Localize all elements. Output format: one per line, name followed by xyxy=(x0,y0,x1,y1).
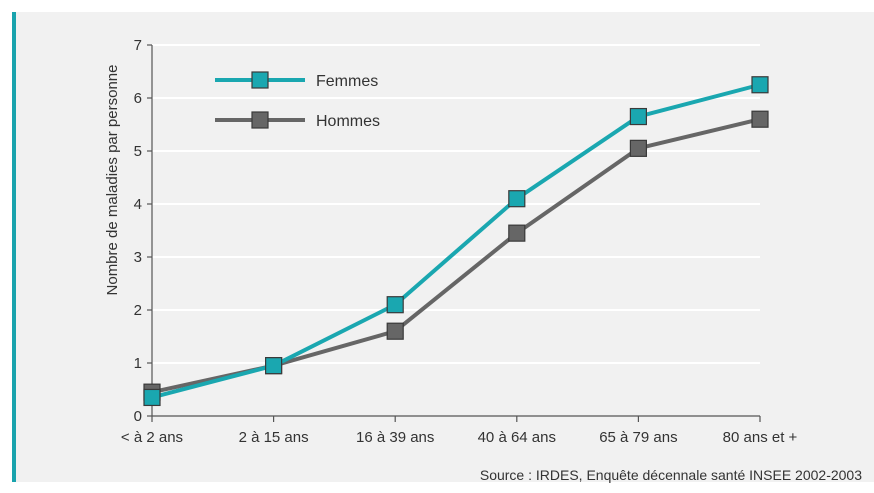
data-point-marker xyxy=(265,357,283,375)
x-tick-label: 65 à 79 ans xyxy=(599,429,677,446)
data-point-marker xyxy=(143,388,161,407)
y-tick-label: 2 xyxy=(134,302,142,319)
data-point-marker xyxy=(751,110,769,128)
series-line xyxy=(151,117,761,395)
legend-swatch-marker xyxy=(251,71,269,89)
series-femmes xyxy=(143,76,769,407)
data-point-marker xyxy=(386,296,404,314)
x-tick-label: < à 2 ans xyxy=(121,429,183,446)
legend: Femmes Hommes xyxy=(215,71,380,130)
y-tick-label: 4 xyxy=(134,196,142,213)
legend-swatch-marker xyxy=(251,111,269,129)
y-tick-label: 0 xyxy=(134,408,142,425)
y-tick-label: 6 xyxy=(134,90,142,107)
source-note: Source : IRDES, Enquête décennale santé … xyxy=(480,467,862,483)
grid xyxy=(152,44,760,364)
y-tick-label: 5 xyxy=(134,143,142,160)
legend-item-femmes: Femmes xyxy=(215,71,378,90)
y-ticks: 0 1 2 3 4 5 6 7 xyxy=(134,37,152,425)
y-tick-label: 1 xyxy=(134,355,142,372)
series-line xyxy=(151,82,761,400)
x-tick-label: 80 ans et + xyxy=(723,429,798,446)
data-point-marker xyxy=(508,224,526,242)
legend-label: Hommes xyxy=(316,113,380,130)
data-point-marker xyxy=(386,322,404,340)
axes xyxy=(151,45,760,417)
legend-item-hommes: Hommes xyxy=(215,111,380,130)
y-tick-label: 7 xyxy=(134,37,142,54)
y-axis-title: Nombre de maladies par personne xyxy=(104,65,121,296)
y-tick-label: 3 xyxy=(134,249,142,266)
series-hommes xyxy=(143,110,769,401)
x-ticks: < à 2 ans 2 à 15 ans 16 à 39 ans 40 à 64 an… xyxy=(121,416,798,446)
data-point-marker xyxy=(751,76,769,94)
x-tick-label: 16 à 39 ans xyxy=(356,429,434,446)
data-point-marker xyxy=(508,190,526,208)
legend-label: Femmes xyxy=(316,73,378,90)
x-tick-label: 2 à 15 ans xyxy=(239,429,309,446)
x-tick-label: 40 à 64 ans xyxy=(478,429,556,446)
data-point-marker xyxy=(629,139,648,157)
data-point-marker xyxy=(629,107,648,126)
series-layer xyxy=(143,76,769,407)
